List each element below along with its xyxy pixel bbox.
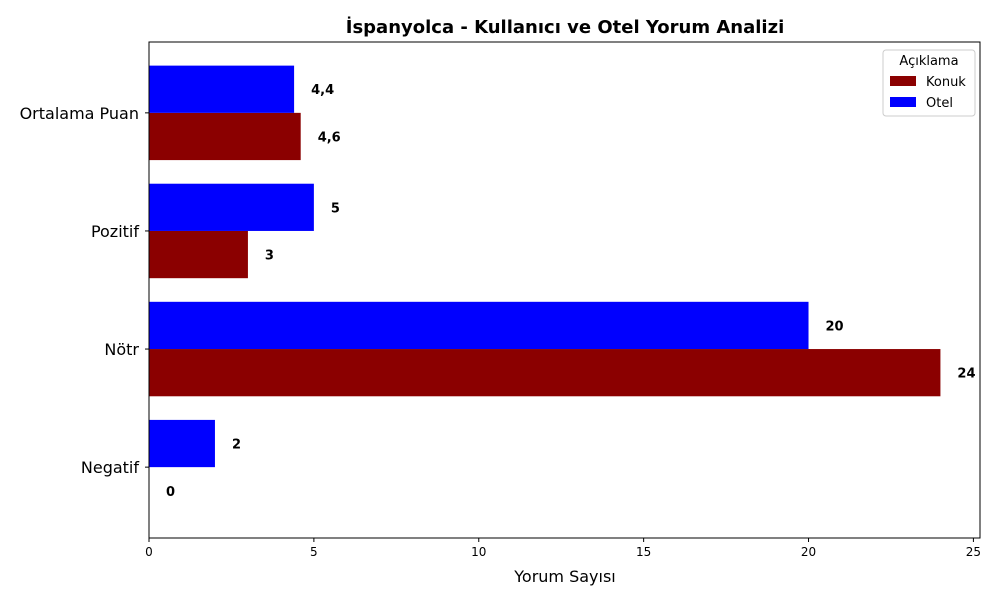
data-label-konuk-negatif: 0 <box>166 485 175 500</box>
legend-label-konuk: Konuk <box>926 75 966 90</box>
x-tick-label-20: 20 <box>801 545 816 559</box>
y-tick-label-nötr: Nötr <box>104 340 139 359</box>
bar-otel-ortalama-puan <box>149 65 295 113</box>
data-label-otel-pozitif: 5 <box>331 201 340 216</box>
chart-title: İspanyolca - Kullanıcı ve Otel Yorum Ana… <box>346 16 784 38</box>
plot-frame <box>148 41 981 539</box>
bar-otel-pozitif <box>149 183 314 231</box>
bar-otel-negatif <box>149 419 215 468</box>
y-tick-label-pozitif: Pozitif <box>91 222 139 241</box>
legend-title: Açıklama <box>899 54 958 69</box>
y-tick-label-ortalama-puan: Ortalama Puan <box>20 104 139 123</box>
legend: Açıklama Konuk Otel <box>882 49 976 117</box>
data-label-otel-nötr: 20 <box>826 319 844 334</box>
x-tick-label-15: 15 <box>636 545 651 559</box>
y-axis-ticks: Negatif Nötr Pozitif Ortalama Puan <box>20 104 149 477</box>
data-label-otel-negatif: 2 <box>232 438 241 453</box>
x-tick-label-0: 0 <box>145 545 153 559</box>
y-tick-label-negatif: Negatif <box>81 458 139 477</box>
legend-label-otel: Otel <box>926 96 953 111</box>
data-label-konuk-nötr: 24 <box>957 367 975 382</box>
x-tick-label-10: 10 <box>471 545 486 559</box>
bar-konuk-pozitif <box>149 230 248 279</box>
data-label-otel-ortalama-puan: 4,4 <box>311 83 334 98</box>
bars-group <box>149 65 941 468</box>
bar-konuk-nötr <box>149 349 941 397</box>
x-axis-ticks: 0 5 10 15 20 25 <box>145 538 981 559</box>
legend-swatch-konuk <box>890 76 916 86</box>
data-labels-group: 0 2 24 20 3 5 4,6 4,4 <box>166 83 976 500</box>
x-tick-label-5: 5 <box>310 545 318 559</box>
bar-otel-nötr <box>149 301 809 350</box>
data-label-konuk-pozitif: 3 <box>265 249 274 264</box>
bar-konuk-ortalama-puan <box>149 112 301 161</box>
x-axis-label: Yorum Sayısı <box>513 567 615 586</box>
x-tick-label-25: 25 <box>966 545 981 559</box>
data-label-konuk-ortalama-puan: 4,6 <box>318 130 341 145</box>
legend-swatch-otel <box>890 97 916 107</box>
